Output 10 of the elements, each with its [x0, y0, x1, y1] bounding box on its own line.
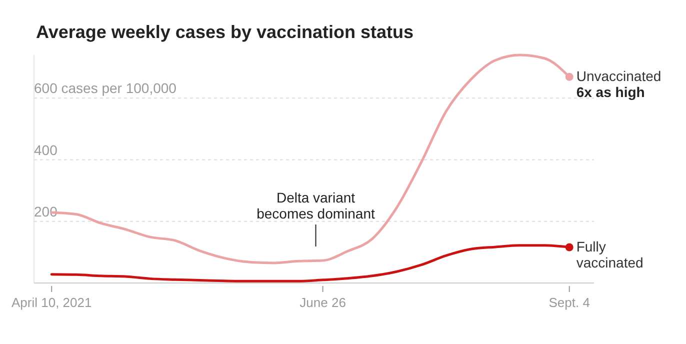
x-tick-label: April 10, 2021 — [11, 295, 92, 310]
annotation: Delta variant becomes dominant — [256, 190, 376, 222]
chart-title: Average weekly cases by vaccination status — [36, 22, 414, 42]
y-tick-label: 600 cases per 100,000 — [34, 80, 177, 96]
annotation: 6x as high — [576, 84, 645, 100]
x-tick-label: June 26 — [300, 295, 346, 310]
series-label: Unvaccinated — [576, 68, 662, 84]
y-tick-label: 400 — [34, 142, 58, 158]
series-label: Fully vaccinated — [576, 238, 644, 270]
x-tick-label: Sept. 4 — [548, 295, 590, 310]
